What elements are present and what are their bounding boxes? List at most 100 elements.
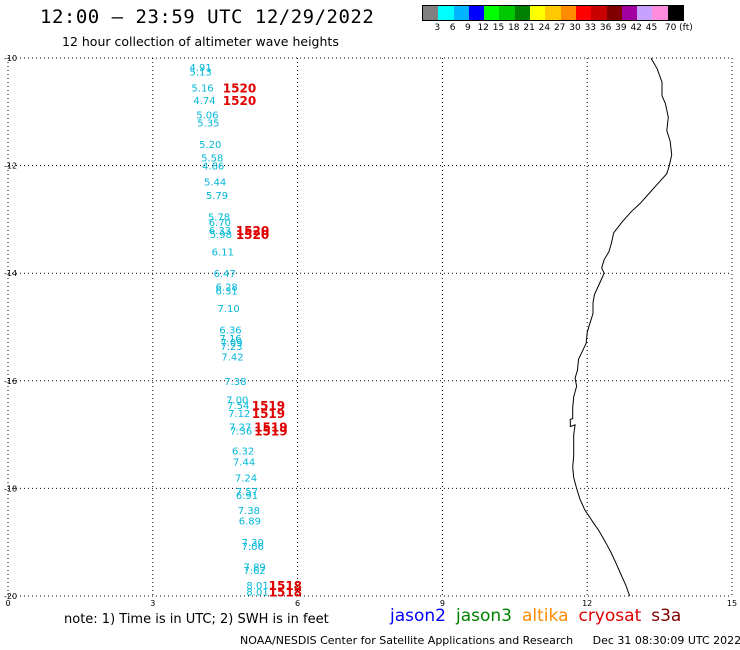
legend-label: 39 (615, 23, 627, 33)
x-tick-label: 3 (150, 599, 155, 608)
legend-swatch (606, 6, 622, 20)
legend-swatch (438, 6, 454, 20)
wave-height-value: 7.38 (238, 506, 260, 517)
wave-height-value: 7.06 (242, 542, 264, 553)
legend-swatches (422, 5, 685, 21)
wave-height-value: 8.01 (246, 588, 268, 599)
legend-label: 24 (538, 23, 551, 33)
wave-height-value: 7.27 (229, 423, 251, 434)
wave-height-value: 7.16 (219, 334, 241, 345)
legend-swatch (621, 6, 638, 20)
wave-height-value: 5.44 (204, 178, 226, 189)
pass-number-label: 1520 (223, 94, 256, 108)
wave-height-value: 5.79 (206, 191, 228, 202)
color-scale-legend: 3 6 9 12 15 18 21 24 27 30 33 36 39 42 45 70 (ft) (422, 5, 693, 33)
legend-swatch (453, 6, 469, 20)
wave-height-map: 0 3 6 9 12 15-10-12-14-16-18-204.915.135.164.… (4, 54, 737, 608)
wave-height-value: 6.28 (216, 283, 238, 294)
wave-height-value: 6.31 (216, 286, 238, 297)
wave-height-value: 5.13 (189, 67, 211, 78)
legend-label: 18 (508, 23, 520, 33)
legend-label: 21 (523, 23, 535, 33)
legend-swatch (652, 6, 668, 20)
wave-height-value: 5.98 (210, 230, 232, 241)
wave-height-value: 6.47 (214, 269, 236, 280)
y-tick-label: -14 (4, 269, 17, 278)
wave-height-value: 7.62 (244, 566, 266, 577)
legend-swatch (637, 6, 653, 20)
wave-height-value: 5.20 (199, 140, 221, 151)
page-subtitle: 12 hour collection of altimeter wave hei… (62, 34, 339, 49)
x-tick-label: 9 (440, 599, 445, 608)
pass-number-label: 1519 (252, 399, 285, 413)
legend-label: 3 (434, 23, 441, 33)
wave-height-value: 7.44 (233, 458, 255, 469)
credit-text: NOAA/NESDIS Center for Satellite Applica… (240, 634, 574, 647)
satellite-altika: altika (522, 606, 569, 626)
wave-height-value: 6.70 (209, 218, 231, 229)
satellite-legend: jason2 jason3 altika cryosat s3a (390, 606, 691, 626)
wave-height-value: 6.36 (219, 326, 241, 337)
legend-swatch (423, 6, 439, 20)
satellite-jason2: jason2 (390, 606, 446, 626)
wave-height-value: 7.09 (220, 338, 242, 349)
footer: NOAA/NESDIS Center for Satellite Applica… (240, 634, 740, 647)
y-tick-label: -18 (4, 484, 17, 493)
wave-height-value: 7.36 (230, 426, 252, 437)
wave-height-value: 5.78 (208, 213, 230, 224)
wave-height-value: 7.23 (220, 342, 242, 353)
wave-height-value: 7.57 (236, 487, 258, 498)
legend-label: 27 (553, 23, 566, 33)
legend-labels: 3 6 9 12 15 18 21 24 27 30 33 36 39 42 45 70 (ft) (422, 21, 692, 33)
legend-label: 36 (599, 23, 612, 33)
pass-number-label: 1518 (269, 586, 302, 600)
legend-swatch (560, 6, 576, 20)
wave-height-value: 7.89 (244, 562, 266, 573)
wave-height-value: 4.74 (193, 96, 215, 107)
generated-timestamp: Dec 31 08:30:09 UTC 2022 (592, 634, 740, 647)
pass-number-label: 1519 (252, 407, 285, 421)
wave-height-value: 5.06 (196, 110, 218, 121)
wave-height-value: 5.16 (191, 84, 213, 95)
legend-label: 33 (584, 23, 597, 33)
pass-number-label: 1518 (269, 579, 302, 593)
legend-label: 42 (630, 23, 642, 33)
satellite-cryosat: cryosat (578, 606, 642, 626)
legend-swatch (468, 6, 485, 20)
legend-label: 30 (569, 23, 581, 33)
footnote: note: 1) Time is in UTC; 2) SWH is in fe… (64, 612, 329, 627)
wave-height-value: 5.35 (197, 119, 219, 130)
wave-height-value: 6.32 (232, 447, 254, 458)
legend-label: 45 (645, 23, 658, 33)
legend-swatch (514, 6, 531, 20)
pass-number-label: 1520 (236, 224, 269, 238)
x-tick-label: 12 (582, 599, 592, 608)
legend-label: 70 (ft) (664, 23, 693, 33)
wave-height-value: 7.38 (224, 377, 246, 388)
wave-height-value: 7.42 (221, 353, 243, 364)
x-tick-label: 15 (727, 599, 737, 608)
x-tick-label: 0 (5, 599, 10, 608)
wave-height-value: 6.89 (239, 517, 261, 528)
legend-label: 6 (449, 23, 456, 33)
pass-number-label: 1519 (254, 421, 287, 435)
y-tick-label: -10 (4, 54, 17, 63)
wave-height-value: 7.10 (217, 304, 239, 315)
pass-number-label: 1520 (236, 228, 269, 242)
wave-height-value: 4.86 (202, 162, 224, 173)
coastline (569, 57, 673, 597)
y-tick-label: -12 (4, 162, 17, 171)
wave-height-value: 7.54 (227, 401, 249, 412)
wave-height-value: 4.91 (189, 63, 211, 74)
wave-height-value: 6.91 (236, 491, 258, 502)
pass-number-label: 1520 (223, 82, 256, 96)
y-tick-label: -16 (4, 377, 17, 386)
wave-height-value: 5.58 (201, 154, 223, 165)
wave-height-value: 6.11 (212, 248, 234, 259)
legend-swatch (591, 6, 607, 20)
wave-height-value: 7.00 (226, 396, 248, 407)
legend-label: 12 (477, 23, 489, 33)
pass-number-label: 1519 (254, 424, 287, 438)
wave-height-value: 8.01 (246, 581, 268, 592)
satellite-s3a: s3a (651, 606, 682, 626)
